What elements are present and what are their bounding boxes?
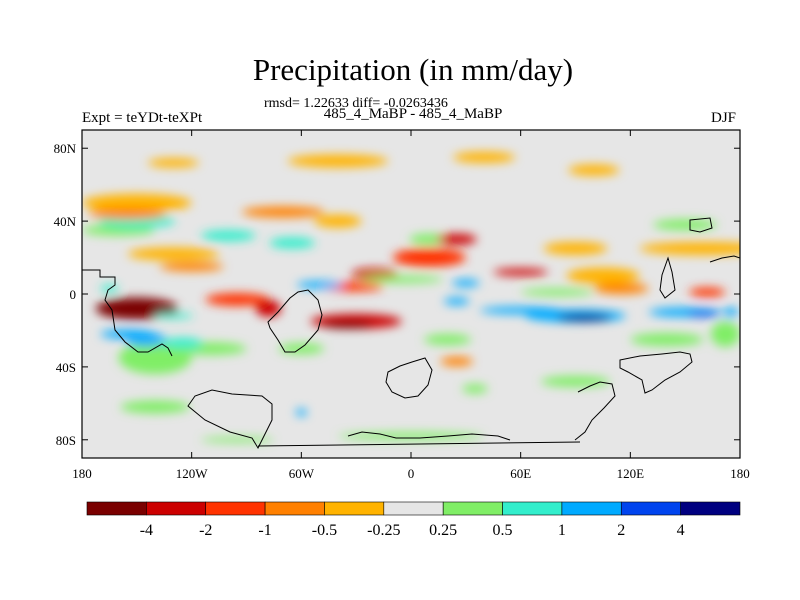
map-background bbox=[82, 130, 740, 458]
precip-anomaly-5 bbox=[147, 158, 199, 168]
precip-anomaly-52 bbox=[520, 288, 594, 296]
chart-title: Precipitation (in mm/day) bbox=[252, 52, 574, 87]
precip-anomaly-40 bbox=[436, 233, 477, 245]
precip-anomaly-58 bbox=[686, 311, 720, 317]
precip-anomaly-18 bbox=[118, 341, 192, 375]
precip-anomaly-45 bbox=[153, 313, 194, 319]
colorbar-swatch bbox=[86, 501, 147, 516]
colorbar: -4 -2 -1 -0.5 -0.25 0.25 0.5 1 2 4 bbox=[86, 501, 741, 539]
x-axis: 180 120W 60W 0 60E 120E 180 bbox=[72, 130, 750, 481]
precip-anomaly-4 bbox=[287, 154, 389, 168]
colorbar-swatch bbox=[680, 501, 741, 516]
precip-anomaly-22 bbox=[423, 334, 472, 346]
precip-anomaly-33 bbox=[255, 300, 282, 317]
precip-anomaly-27 bbox=[200, 437, 274, 443]
precip-anomaly-8 bbox=[566, 267, 640, 284]
colorbar-label: -0.25 bbox=[367, 522, 400, 539]
map-area bbox=[82, 130, 740, 458]
x-tick-label: 60E bbox=[510, 466, 531, 481]
precip-anomaly-53 bbox=[443, 297, 470, 305]
coastline bbox=[82, 217, 740, 450]
colorbar-label: 0.5 bbox=[493, 522, 513, 539]
colorbar-label: 2 bbox=[617, 522, 625, 539]
x-tick-label: 120W bbox=[176, 466, 209, 481]
y-axis: 80N 40N 0 40S 80S bbox=[54, 141, 740, 448]
colorbar-swatch bbox=[502, 501, 563, 516]
colorbar-swatch bbox=[620, 501, 681, 516]
precip-anomaly-39 bbox=[392, 248, 466, 267]
precip-anomaly-0 bbox=[639, 242, 740, 255]
precip-anomaly-12 bbox=[543, 242, 608, 255]
experiment-label: Expt = teYDt-teXPt bbox=[82, 110, 203, 126]
precip-anomaly-10 bbox=[82, 224, 156, 236]
stats-label: rmsd= 1.22633 diff= -0.0263436 bbox=[264, 96, 448, 111]
precip-anomaly-7 bbox=[568, 164, 620, 176]
precip-anomaly-51 bbox=[452, 279, 480, 287]
precip-anomaly-59 bbox=[723, 307, 739, 317]
precip-anomaly-44 bbox=[440, 356, 474, 366]
x-tick-label: 120E bbox=[617, 466, 645, 481]
precip-anomaly-28 bbox=[295, 408, 307, 417]
precip-anomaly-6 bbox=[453, 151, 516, 163]
colorbar-label: -2 bbox=[199, 522, 212, 539]
precip-anomaly-3 bbox=[314, 214, 362, 228]
chart-subtitle: 485_4_MaBP - 485_4_MaBP bbox=[323, 106, 503, 122]
precip-anomaly-47 bbox=[162, 337, 203, 349]
precip-anomaly-34 bbox=[159, 262, 224, 272]
x-tick-label: 180 bbox=[730, 466, 750, 481]
precip-anomaly-56 bbox=[557, 314, 613, 322]
y-tick-label: 40N bbox=[54, 214, 77, 229]
precip-anomaly-16 bbox=[89, 208, 167, 220]
colorbar-swatch bbox=[442, 501, 503, 516]
colorbar-label: -4 bbox=[140, 522, 153, 539]
precip-anomaly-41 bbox=[493, 268, 549, 276]
colorbar-label: -0.5 bbox=[312, 522, 337, 539]
precip-anomaly-32 bbox=[205, 293, 270, 306]
precip-anomaly-21 bbox=[278, 343, 325, 355]
precip-anomaly-24 bbox=[540, 376, 611, 387]
precip-field bbox=[82, 151, 740, 443]
precip-anomaly-14 bbox=[200, 230, 256, 242]
precip-anomaly-15 bbox=[269, 237, 316, 249]
colorbar-label: 1 bbox=[558, 522, 566, 539]
y-tick-label: 0 bbox=[70, 287, 77, 302]
precip-anomaly-50 bbox=[360, 275, 443, 284]
precip-anomaly-38 bbox=[321, 321, 373, 329]
precip-anomaly-31 bbox=[95, 297, 178, 320]
precip-anomaly-30 bbox=[710, 321, 740, 347]
colorbar-swatch bbox=[324, 501, 385, 516]
colorbar-swatch bbox=[264, 501, 325, 516]
y-tick-label: 80S bbox=[56, 433, 76, 448]
x-tick-label: 180 bbox=[72, 466, 92, 481]
colorbar-label: 4 bbox=[677, 522, 685, 539]
y-tick-label: 80N bbox=[54, 141, 77, 156]
colorbar-label: 0.25 bbox=[429, 522, 457, 539]
precip-anomaly-1 bbox=[82, 193, 192, 212]
precip-anomaly-43 bbox=[688, 287, 726, 297]
y-tick-label: 40S bbox=[56, 360, 76, 375]
colorbar-swatch bbox=[383, 501, 444, 516]
colorbar-swatch bbox=[561, 501, 622, 516]
colorbar-label: -1 bbox=[258, 522, 271, 539]
precip-anomaly-42 bbox=[593, 283, 649, 294]
precip-anomaly-49 bbox=[296, 281, 343, 289]
precip-anomaly-2 bbox=[127, 247, 220, 261]
x-tick-label: 60W bbox=[289, 466, 315, 481]
precip-anomaly-9 bbox=[653, 219, 718, 231]
precip-anomaly-46 bbox=[100, 329, 156, 339]
season-label: DJF bbox=[711, 110, 737, 126]
x-tick-label: 0 bbox=[408, 466, 415, 481]
precip-anomaly-23 bbox=[630, 333, 704, 346]
colorbar-swatch bbox=[205, 501, 266, 516]
colorbar-swatch bbox=[146, 501, 207, 516]
precip-anomaly-17 bbox=[241, 206, 325, 218]
precip-anomaly-29 bbox=[462, 384, 488, 394]
precip-anomaly-26 bbox=[337, 432, 485, 440]
precip-anomaly-25 bbox=[120, 400, 190, 414]
